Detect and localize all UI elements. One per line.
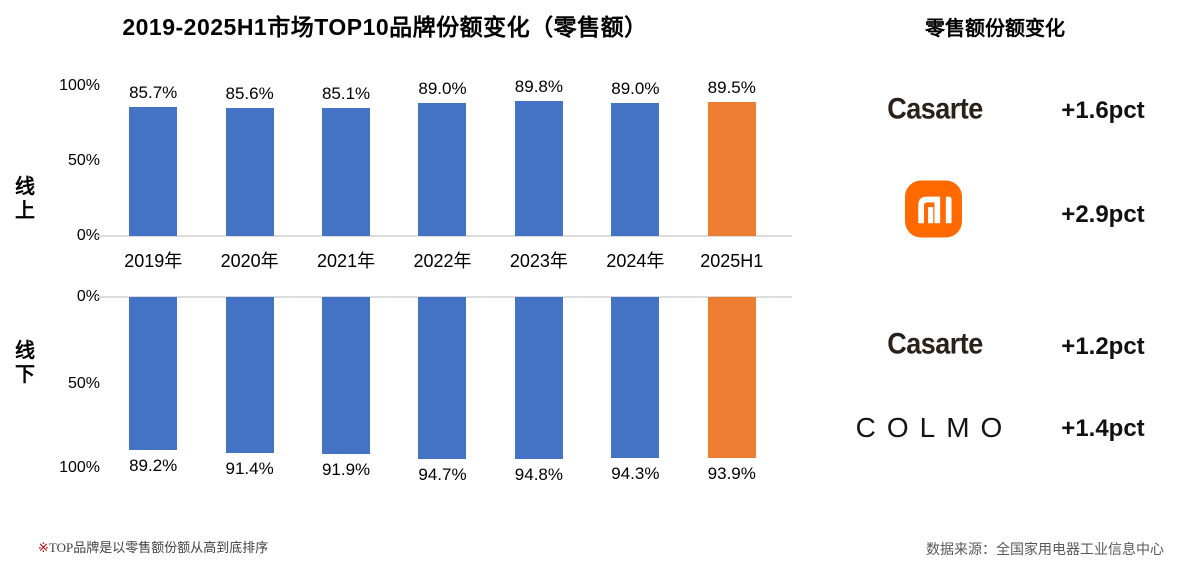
online-segment-label: 线上 (15, 176, 35, 222)
bar-2020年 (225, 107, 274, 236)
bar-2019年 (129, 297, 178, 450)
xiaomi-online-change: +2.9pct (1061, 201, 1145, 228)
bar-2024年 (611, 297, 660, 459)
x-axis-label: 2022年 (413, 251, 472, 271)
bar-value-label: 85.7% (129, 83, 178, 103)
bar-2020年 (225, 297, 274, 454)
bar-value-label: 94.3% (611, 464, 660, 484)
bar-slot: 89.0% (394, 79, 490, 236)
bar-value-label: 91.4% (225, 459, 274, 479)
bar-value-label: 89.0% (418, 78, 467, 98)
bar-value-label: 91.9% (321, 460, 371, 480)
right-panel-title: 零售额份额变化 (925, 18, 1065, 40)
online-plot-area: 85.7% 85.6% 85.1% 89.0% 89.8% 89.0% 89.5% (105, 78, 780, 236)
offline-bar-chart: 线下 0% 50% 100% 89.2% 91.4% 91.9% 94.7% 94.8%… (0, 280, 800, 520)
x-axis-label: 2023年 (509, 251, 568, 271)
bar-2024年 (611, 102, 660, 236)
data-source: 数据来源：全国家用电器工业信息中心 (926, 541, 1164, 557)
casarte-logo-offline: Casarte (887, 327, 983, 361)
bar-2021年 (322, 108, 371, 236)
footnote: ※TOP品牌是以零售额份额从高到底排序 (38, 537, 268, 556)
bar-value-label: 93.9% (707, 463, 756, 483)
bar-slot: 91.4% (201, 297, 297, 478)
bar-value-label: 89.2% (129, 455, 178, 475)
bar-2025H1 (707, 297, 756, 458)
y-tick-50: 50% (67, 375, 100, 392)
y-tick-50: 50% (67, 152, 100, 169)
bar-slot: 91.9% (298, 297, 394, 479)
x-axis-label: 2019年 (124, 251, 183, 271)
xiaomi-mi-icon (905, 180, 962, 238)
bar-2019年 (129, 107, 178, 236)
bar-slot: 89.2% (105, 297, 201, 474)
footnote-marker: ※ (38, 540, 49, 555)
bar-value-label: 85.1% (321, 84, 371, 104)
bar-slot: 85.7% (105, 83, 201, 236)
bar-2023年 (514, 101, 563, 236)
bar-2022年 (418, 297, 467, 459)
bar-value-label: 89.0% (611, 78, 660, 98)
bar-value-label: 85.6% (225, 83, 274, 103)
y-tick-100: 100% (59, 459, 100, 476)
bar-slot: 94.7% (394, 297, 490, 483)
online-x-axis-line (97, 235, 792, 237)
colmo-logo: COLMO (855, 412, 1014, 443)
bar-slot: 85.1% (298, 84, 394, 236)
casarte-online-change: +1.6pct (1061, 97, 1145, 124)
x-axis-label: 2020年 (220, 251, 279, 271)
x-axis-label: 2021年 (317, 251, 376, 271)
colmo-change: +1.4pct (1061, 415, 1145, 442)
bar-slot: 89.5% (684, 78, 780, 236)
y-tick-0: 0% (76, 227, 100, 244)
bar-value-label: 94.7% (418, 464, 467, 484)
bar-2025H1 (707, 101, 756, 236)
online-x-labels: 2019年 2020年 2021年 2022年 2023年 2024年 2025H1 (105, 249, 780, 273)
casarte-offline-change: +1.2pct (1061, 333, 1145, 360)
x-axis-label: 2025H1 (700, 251, 764, 271)
bar-slot: 93.9% (684, 297, 780, 482)
y-tick-0: 0% (76, 288, 100, 305)
bar-slot: 85.6% (201, 83, 297, 236)
online-bar-chart: 线上 100% 50% 0% 85.7% 85.6% 85.1% 89.0% 89.8%… (0, 0, 800, 280)
bar-value-label: 89.8% (514, 77, 563, 97)
bar-slot: 94.3% (587, 297, 683, 483)
bar-2022年 (418, 102, 467, 236)
bar-slot: 89.8% (491, 78, 587, 236)
offline-plot-area: 89.2% 91.4% 91.9% 94.7% 94.8% 94.3% 93.9% (105, 297, 780, 484)
bar-2023年 (514, 297, 563, 460)
offline-segment-label: 线下 (15, 340, 35, 386)
brand-change-panel: Casarte +1.6pct +2.9pct Casarte +1.2pct … (800, 0, 1200, 571)
chart-title: 2019-2025H1市场TOP10品牌份额变化（零售额） (122, 14, 648, 40)
bar-slot: 94.8% (491, 297, 587, 484)
casarte-logo-online: Casarte (887, 92, 983, 126)
bar-value-label: 94.8% (514, 465, 563, 485)
bar-value-label: 89.5% (707, 77, 756, 97)
footnote-text: TOP品牌是以零售额份额从高到底排序 (48, 540, 269, 555)
bar-2021年 (322, 297, 371, 455)
bar-slot: 89.0% (587, 79, 683, 236)
x-axis-label: 2024年 (606, 251, 665, 271)
y-tick-100: 100% (59, 77, 100, 94)
